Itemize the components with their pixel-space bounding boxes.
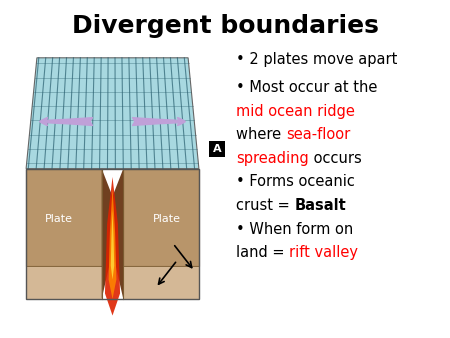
Text: Plate: Plate (153, 214, 180, 223)
Polygon shape (102, 169, 123, 299)
Polygon shape (105, 177, 120, 316)
Polygon shape (26, 169, 102, 266)
Polygon shape (108, 188, 117, 299)
Text: Divergent boundaries: Divergent boundaries (72, 14, 378, 38)
Text: Basalt: Basalt (295, 198, 346, 213)
Text: Plate: Plate (45, 214, 72, 223)
Polygon shape (123, 266, 199, 299)
Polygon shape (123, 169, 199, 266)
Text: crust =: crust = (236, 198, 295, 213)
Text: land =: land = (236, 245, 289, 260)
Text: • Forms oceanic: • Forms oceanic (236, 174, 355, 189)
Text: • 2 plates move apart: • 2 plates move apart (236, 52, 398, 67)
Polygon shape (26, 58, 199, 169)
Text: • When form on: • When form on (236, 222, 354, 237)
Text: mid ocean ridge: mid ocean ridge (236, 104, 355, 119)
Text: rift valley: rift valley (289, 245, 358, 260)
Text: sea-floor: sea-floor (286, 127, 350, 142)
Text: A: A (213, 144, 221, 154)
Polygon shape (26, 266, 102, 299)
Text: where: where (236, 127, 286, 142)
Polygon shape (111, 210, 114, 280)
Text: occurs: occurs (309, 151, 362, 166)
Text: • Most occur at the: • Most occur at the (236, 80, 378, 95)
Text: spreading: spreading (236, 151, 309, 166)
